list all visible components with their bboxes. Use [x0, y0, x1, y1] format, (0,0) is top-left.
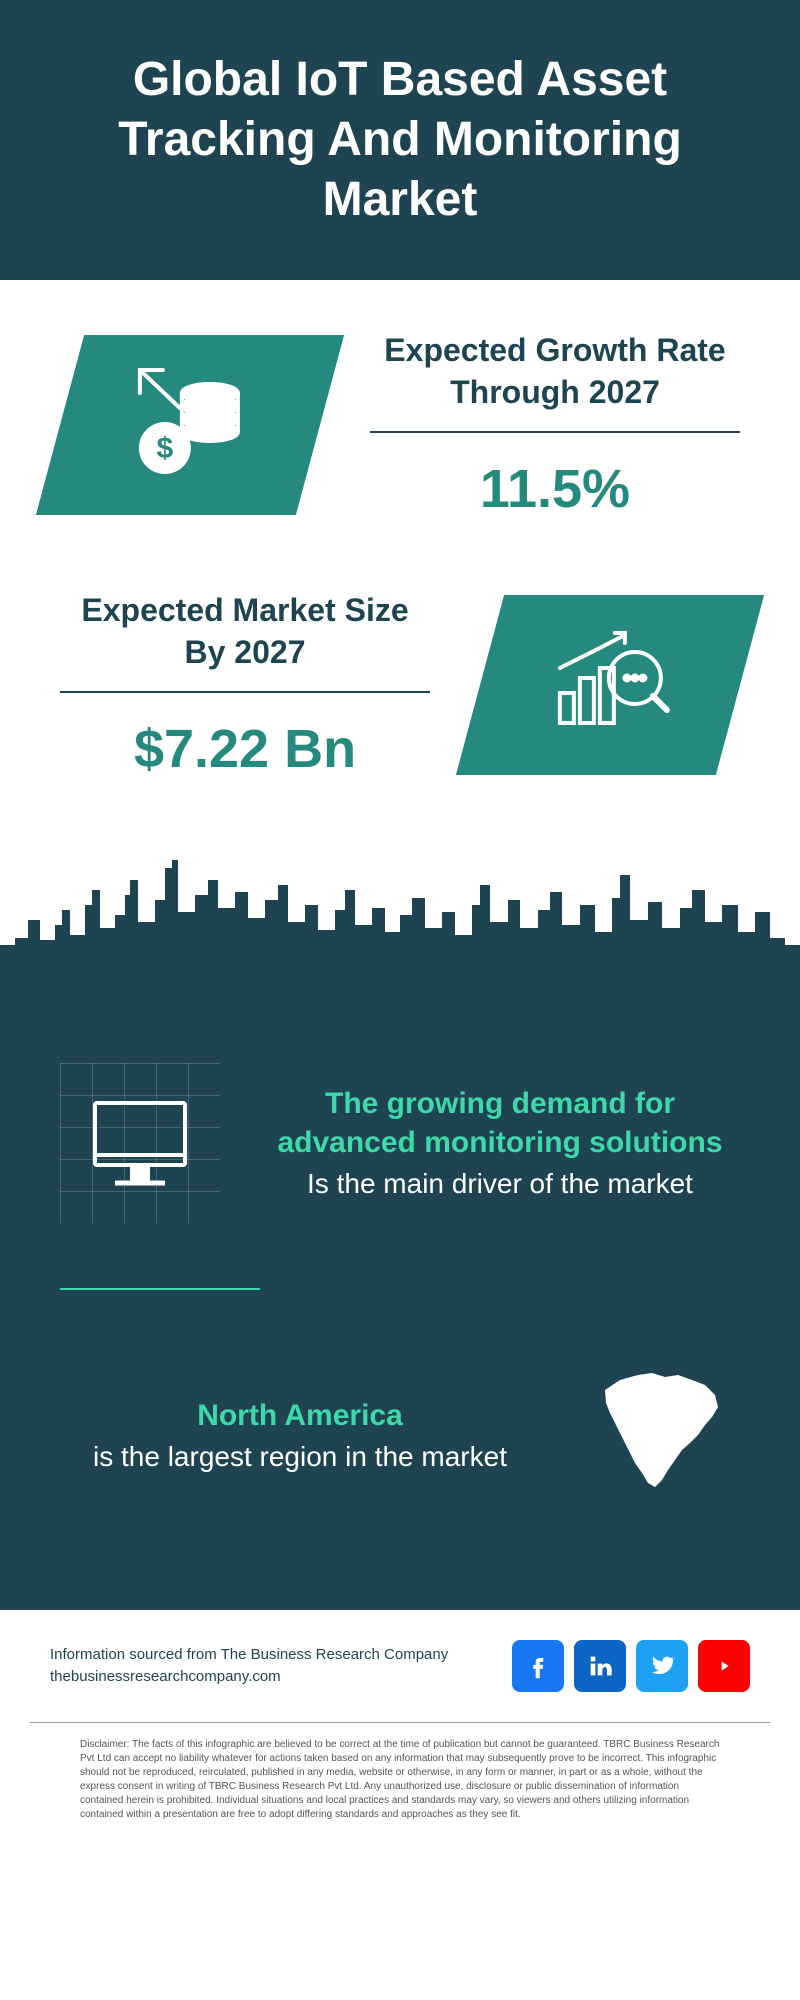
youtube-icon[interactable] — [698, 1640, 750, 1692]
social-icons — [512, 1640, 750, 1692]
disclaimer-text: Disclaimer: The facts of this infographi… — [80, 1738, 720, 1822]
stat-growth-rate: $ Expected Growth Rate Through 2027 11.5… — [60, 330, 740, 520]
skyline-icon — [0, 850, 800, 990]
monitor-icon — [60, 1063, 220, 1223]
insight-sub-driver: Is the main driver of the market — [260, 1166, 740, 1202]
page-title: Global IoT Based Asset Tracking And Moni… — [40, 50, 760, 230]
insights-section: The growing demand for advanced monitori… — [0, 988, 800, 1610]
facebook-icon[interactable] — [512, 1640, 564, 1692]
insight-driver: The growing demand for advanced monitori… — [60, 1028, 740, 1258]
dollar-growth-icon: $ — [125, 358, 255, 488]
stat-label-size: Expected Market Size By 2027 — [60, 590, 430, 693]
svg-text:$: $ — [157, 432, 174, 465]
linkedin-icon[interactable] — [574, 1640, 626, 1692]
insight-highlight-region: North America — [60, 1396, 540, 1435]
insight-region: North America is the largest region in t… — [60, 1320, 740, 1550]
stat-market-size: Expected Market Size By 2027 $7.22 Bn — [60, 590, 740, 780]
footer-source: Information sourced from The Business Re… — [0, 1610, 800, 1722]
chart-magnify-icon — [545, 618, 675, 748]
source-company: Information sourced from The Business Re… — [50, 1644, 448, 1667]
stats-section: $ Expected Growth Rate Through 2027 11.5… — [0, 280, 800, 880]
skyline-divider — [0, 850, 800, 990]
stat-value-size: $7.22 Bn — [60, 718, 430, 780]
growth-icon-box: $ — [36, 335, 344, 515]
insight-sub-region: is the largest region in the market — [60, 1439, 540, 1475]
disclaimer: Disclaimer: The facts of this infographi… — [30, 1722, 770, 1862]
insight-highlight-driver: The growing demand for advanced monitori… — [260, 1084, 740, 1162]
twitter-icon[interactable] — [636, 1640, 688, 1692]
stat-value-growth: 11.5% — [370, 458, 740, 520]
north-america-icon — [580, 1355, 740, 1515]
header-banner: Global IoT Based Asset Tracking And Moni… — [0, 0, 800, 280]
source-url: thebusinessresearchcompany.com — [50, 1666, 448, 1689]
monitor-icon-box — [60, 1063, 220, 1223]
market-icon-box — [456, 595, 764, 775]
insight-divider — [60, 1288, 260, 1290]
stat-label-growth: Expected Growth Rate Through 2027 — [370, 330, 740, 433]
